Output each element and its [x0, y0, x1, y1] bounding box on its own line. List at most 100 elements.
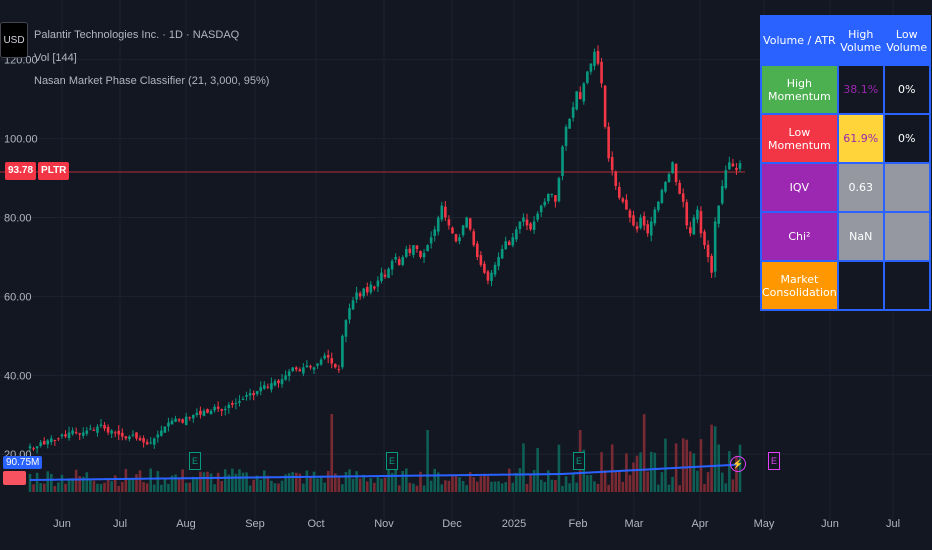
candle-body [635, 226, 639, 230]
volume-bar [117, 485, 121, 492]
volume-bar [46, 471, 50, 492]
candle-body [326, 354, 330, 358]
candle-body [476, 243, 479, 257]
volume-indicator-label[interactable]: Vol [144] [34, 52, 77, 64]
candle-body [387, 268, 390, 278]
candle-body [106, 426, 110, 433]
volume-bar [355, 471, 358, 492]
volume-bar [252, 479, 255, 492]
candle-body [28, 446, 32, 449]
candle-body [53, 439, 57, 441]
candle-body [131, 434, 135, 436]
volume-bar [685, 439, 689, 492]
x-tick-label: Jun [53, 518, 71, 530]
volume-bar [163, 478, 167, 492]
candle-body [468, 218, 472, 230]
candle-body [74, 432, 78, 434]
candle-body [589, 63, 593, 72]
volume-bar [646, 471, 649, 492]
candle-body [245, 395, 248, 397]
volume-bar [78, 476, 81, 492]
candle-body [302, 367, 305, 374]
volume-bar [124, 468, 128, 492]
candle-body [81, 432, 85, 436]
volume-bar [699, 439, 703, 492]
candle-body [67, 432, 71, 439]
volume-bar [667, 484, 671, 492]
volume-bar [735, 455, 738, 492]
volume-bar [177, 478, 181, 492]
cell-high-momentum-low-volume: 0% [882, 64, 931, 115]
volume-bar [589, 475, 593, 492]
x-tick-label: Nov [374, 518, 394, 530]
candle-body [685, 202, 689, 226]
x-tick-label: Dec [442, 518, 462, 530]
volume-bar [678, 485, 681, 492]
volume-bar [458, 477, 461, 492]
candle-body [149, 442, 152, 444]
volume-bar [71, 478, 74, 492]
volume-bar [479, 476, 483, 492]
volume-bar [358, 478, 362, 492]
dividend-lightning-icon[interactable]: ⚡ [730, 456, 746, 472]
volume-bar [341, 484, 344, 492]
candle-body [330, 358, 334, 364]
volume-bar [731, 479, 735, 492]
candle-body [703, 231, 706, 246]
candle-body [419, 250, 422, 257]
volume-bar [436, 472, 440, 492]
candle-body [543, 201, 547, 206]
candle-body [667, 174, 671, 183]
volume-bar [152, 484, 156, 492]
candle-body [738, 163, 742, 169]
candle-body [525, 219, 529, 226]
phase-indicator-label[interactable]: Nasan Market Phase Classifier (21, 3,000… [34, 75, 270, 87]
earnings-marker[interactable]: E [386, 452, 398, 470]
volume-bar [259, 479, 263, 492]
y-tick-label: 40.00 [4, 370, 32, 382]
candle-body [50, 438, 53, 443]
volume-bar [657, 484, 660, 492]
volume-bar [554, 480, 557, 492]
volume-bar [550, 479, 554, 492]
volume-bar [287, 473, 291, 492]
candle-body [603, 85, 607, 127]
candle-body [493, 264, 497, 275]
volume-bar [373, 482, 376, 492]
earnings-marker[interactable]: E [189, 452, 201, 470]
volume-bar [312, 471, 316, 492]
candle-body [351, 300, 355, 310]
volume-bar [618, 471, 621, 492]
candle-body [646, 224, 649, 234]
candle-body [177, 419, 181, 421]
table-header-low-volume: Low Volume [882, 15, 931, 66]
currency-button[interactable]: USD [0, 22, 28, 58]
candle-body [209, 410, 213, 415]
candle-body [706, 244, 710, 257]
earnings-marker[interactable]: E [768, 452, 780, 470]
volume-bar [284, 474, 287, 492]
candle-body [614, 171, 618, 186]
candle-body [248, 393, 252, 396]
x-tick-label: Jun [821, 518, 839, 530]
volume-bar [571, 474, 575, 492]
volume-bar [692, 453, 696, 492]
ticker-badge: PLTR [38, 162, 70, 180]
volume-bar [81, 476, 85, 492]
volume-bar [128, 479, 131, 492]
candle-body [724, 170, 728, 189]
volume-bar [291, 472, 294, 492]
x-tick-label: Sep [245, 518, 265, 530]
volume-bar [632, 462, 635, 492]
cell-consolidation-high [836, 260, 885, 311]
volume-bar [507, 468, 511, 492]
symbol-title[interactable]: Palantir Technologies Inc. · 1D · NASDAQ [34, 29, 240, 41]
candle-body [497, 256, 500, 267]
volume-bar [273, 483, 277, 492]
earnings-marker[interactable]: E [573, 452, 585, 470]
volume-bar [231, 468, 234, 492]
volume-bar [184, 482, 188, 492]
volume-bar [625, 453, 628, 492]
candle-body [461, 225, 465, 236]
